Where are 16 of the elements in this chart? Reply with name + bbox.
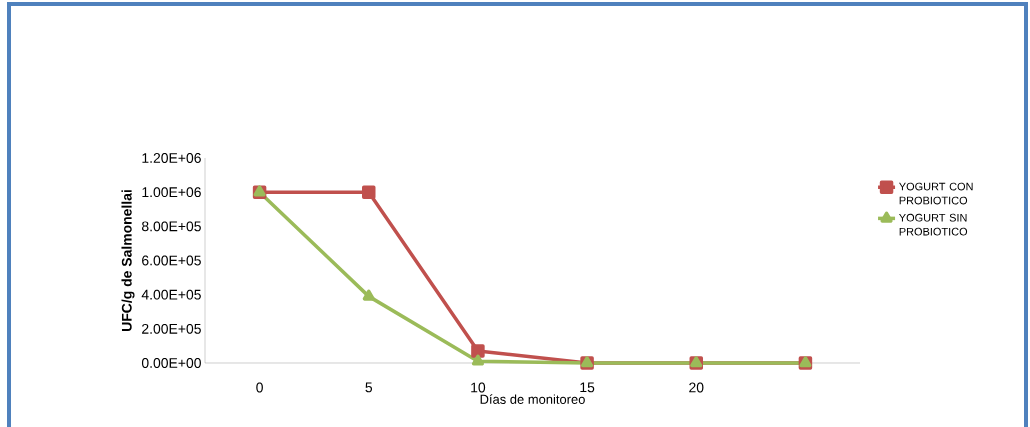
x-tick-label: 5 xyxy=(365,382,373,393)
x-tick-label: 0 xyxy=(256,382,263,393)
legend-label: YOGURT SIN PROBIOTICO xyxy=(899,213,968,236)
y-tick-label: 0.00E+00 xyxy=(141,358,201,368)
y-tick-label: 2.00E+05 xyxy=(142,323,201,334)
y-tick-label: 6.00E+05 xyxy=(142,255,201,266)
y-tick-label: 1.20E+06 xyxy=(142,153,201,163)
x-tick-label: 10 xyxy=(471,382,486,393)
y-axis-title: UFC/g de Salmonellai xyxy=(121,190,135,331)
y-tick-label: 8.00E+05 xyxy=(141,221,201,232)
x-tick-label: 15 xyxy=(580,382,595,393)
x-axis-title: Días de monitoreo xyxy=(480,394,585,404)
y-tick-label: 1.00E+06 xyxy=(142,187,201,198)
y-tick-label: 4.00E+05 xyxy=(141,289,201,300)
x-tick-label: 20 xyxy=(689,382,704,393)
legend-label: YOGURT CON PROBIOTICO xyxy=(899,182,973,205)
